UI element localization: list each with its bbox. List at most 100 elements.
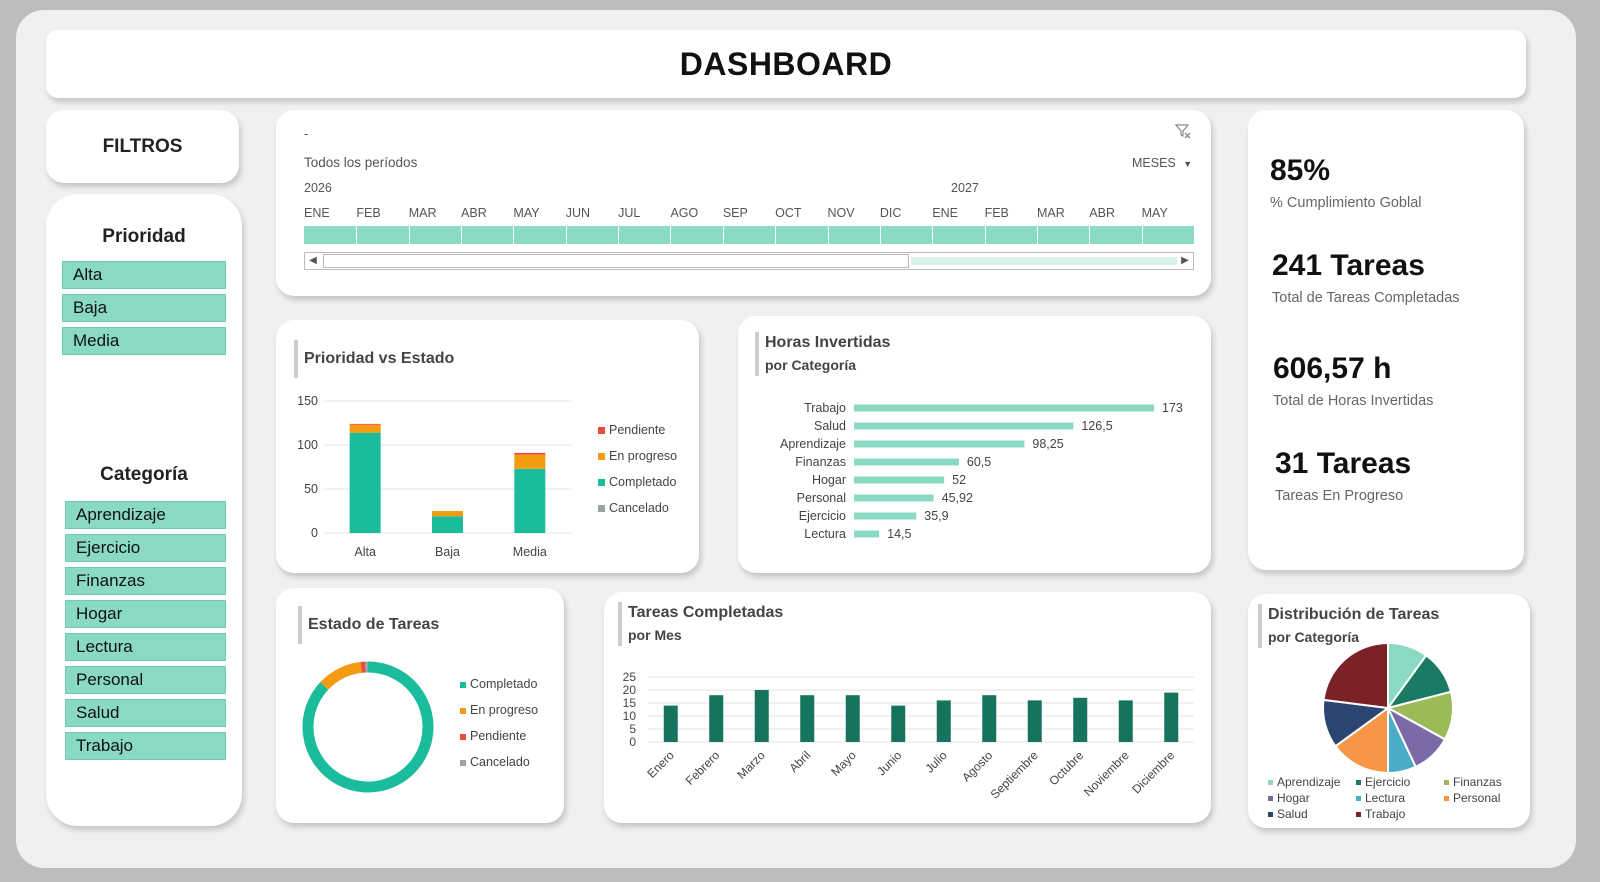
legend-swatch <box>460 682 466 688</box>
kpi-value-completadas: 241 Tareas <box>1272 249 1425 282</box>
y-category-label: Aprendizaje <box>780 437 846 451</box>
timeline-month-separator <box>1089 226 1091 244</box>
pie-slice <box>1334 706 1389 775</box>
legend-label: Cancelado <box>609 501 669 515</box>
slicer-item-media[interactable]: Media <box>62 327 226 355</box>
x-tick-label: Diciembre <box>1129 748 1177 796</box>
bar <box>663 705 678 742</box>
bar <box>1027 700 1042 742</box>
chart-card-horas-categoria: Horas Invertidas por Categoría Trabajo 17… <box>738 316 1211 573</box>
slicer-title-categoria: Categoría <box>100 464 188 485</box>
legend-label: Lectura <box>1365 791 1405 805</box>
bar-segment <box>514 452 546 455</box>
bar <box>982 695 997 742</box>
scroll-right-icon[interactable]: ▶ <box>1181 255 1189 266</box>
y-tick-label: 5 <box>629 722 636 736</box>
data-label: 126,5 <box>1081 419 1112 433</box>
x-tick-label: Septiembre <box>988 748 1042 802</box>
y-tick-label: 100 <box>297 438 318 452</box>
filters-title: FILTROS <box>102 135 183 157</box>
slicer-item-aprendizaje[interactable]: Aprendizaje <box>65 501 226 529</box>
bar <box>854 404 1154 412</box>
timeline-month-separator <box>1141 226 1143 244</box>
timeline-periods-label: Todos los períodos <box>304 155 418 170</box>
y-category-label: Salud <box>814 419 846 433</box>
timeline-scroll-track <box>911 257 1177 265</box>
slicer-item-salud[interactable]: Salud <box>65 699 226 727</box>
slicer-panel: Prioridad Alta Baja Media Categoría Apre… <box>46 194 242 826</box>
timeline-bar[interactable] <box>304 226 1194 244</box>
timeline-month-label: MAR <box>1036 206 1065 220</box>
chevron-down-icon: ▼ <box>1183 159 1193 169</box>
slicer-item-personal[interactable]: Personal <box>65 666 226 694</box>
slicer-item-finanzas[interactable]: Finanzas <box>65 567 226 595</box>
data-label: 52 <box>952 473 966 487</box>
slicer-item-trabajo[interactable]: Trabajo <box>65 732 226 760</box>
timeline-scrollbar[interactable]: ◀ ▶ <box>304 252 1194 270</box>
legend-label: Salud <box>1277 807 1308 821</box>
x-tick-label: Agosto <box>959 748 996 785</box>
timeline-scroll-thumb[interactable] <box>323 254 909 268</box>
data-label: 60,5 <box>967 455 991 469</box>
timeline-month-label: MAR <box>408 206 437 220</box>
timeline-year-2026: 2026 <box>304 181 332 195</box>
x-tick-label: Noviembre <box>1081 748 1132 799</box>
y-tick-label: 0 <box>629 735 636 749</box>
data-label: 35,9 <box>924 509 948 523</box>
bar <box>800 695 815 742</box>
slicer-item-hogar[interactable]: Hogar <box>65 600 226 628</box>
timeline-month-separator <box>356 226 358 244</box>
bar-segment <box>432 516 463 533</box>
timeline-month-label: ENE <box>932 206 958 220</box>
y-tick-label: 20 <box>623 683 637 697</box>
timeline-month-label: SEP <box>722 206 748 220</box>
chart-card-estado-tareas: Estado de Tareas Completado En progreso Pe… <box>276 588 564 823</box>
y-category-label: Lectura <box>804 527 846 541</box>
donut-slice <box>302 661 434 793</box>
slicer-item-ejercicio[interactable]: Ejercicio <box>65 534 226 562</box>
chart-title-mes: Tareas Completadas por Mes <box>618 602 783 646</box>
page-title: DASHBOARD <box>679 45 893 82</box>
kpi-value-cumplimiento: 85% <box>1270 154 1331 187</box>
timeline-month-label: JUN <box>565 206 591 220</box>
scroll-left-icon[interactable]: ◀ <box>309 255 317 266</box>
y-category-label: Hogar <box>812 473 846 487</box>
timeline-month-label: ABR <box>461 206 487 220</box>
clear-filter-icon[interactable] <box>1174 122 1192 140</box>
timeline-month-separator <box>775 226 777 244</box>
y-tick-label: 15 <box>623 696 637 710</box>
kpi-label-completadas: Total de Tareas Completadas <box>1272 290 1460 306</box>
bar-segment <box>432 511 463 517</box>
timeline-month-separator <box>670 226 672 244</box>
data-label: 45,92 <box>942 491 973 505</box>
x-tick-label: Abril <box>786 748 813 775</box>
timeline-month-separator <box>408 226 410 244</box>
y-category-label: Trabajo <box>804 401 846 415</box>
timeline-month-label: DIC <box>879 206 902 220</box>
bar <box>1164 692 1179 742</box>
legend-swatch <box>1356 780 1361 785</box>
legend-label: Pendiente <box>609 423 665 437</box>
chart-card-completadas-mes: Tareas Completadas por Mes 0 5 10 15 20 25 Ene… <box>604 592 1211 823</box>
slicer-item-baja[interactable]: Baja <box>62 294 226 322</box>
slicer-item-lectura[interactable]: Lectura <box>65 633 226 661</box>
kpi-value-horas: 606,57 h <box>1273 352 1392 385</box>
chart-title-estado: Estado de Tareas <box>298 606 439 644</box>
legend-label: Completado <box>470 677 537 691</box>
bar <box>754 690 769 742</box>
y-category-label: Ejercicio <box>799 509 846 523</box>
slicer-item-alta[interactable]: Alta <box>62 261 226 289</box>
legend-label: En progreso <box>609 449 677 463</box>
bar <box>845 695 860 742</box>
bar <box>1073 697 1088 742</box>
timeline-level-dropdown[interactable]: MESES ▼ <box>1132 156 1192 170</box>
timeline-month-label: NOV <box>827 206 855 220</box>
bar <box>854 476 945 484</box>
timeline-slicer: - Todos los períodos MESES ▼ 2026 2027 ◀… <box>276 110 1211 296</box>
legend-swatch <box>598 427 605 434</box>
kpi-label-horas: Total de Horas Invertidas <box>1273 393 1434 409</box>
timeline-month-label: ENE <box>304 206 330 220</box>
bar <box>854 512 917 520</box>
timeline-month-separator <box>879 226 881 244</box>
